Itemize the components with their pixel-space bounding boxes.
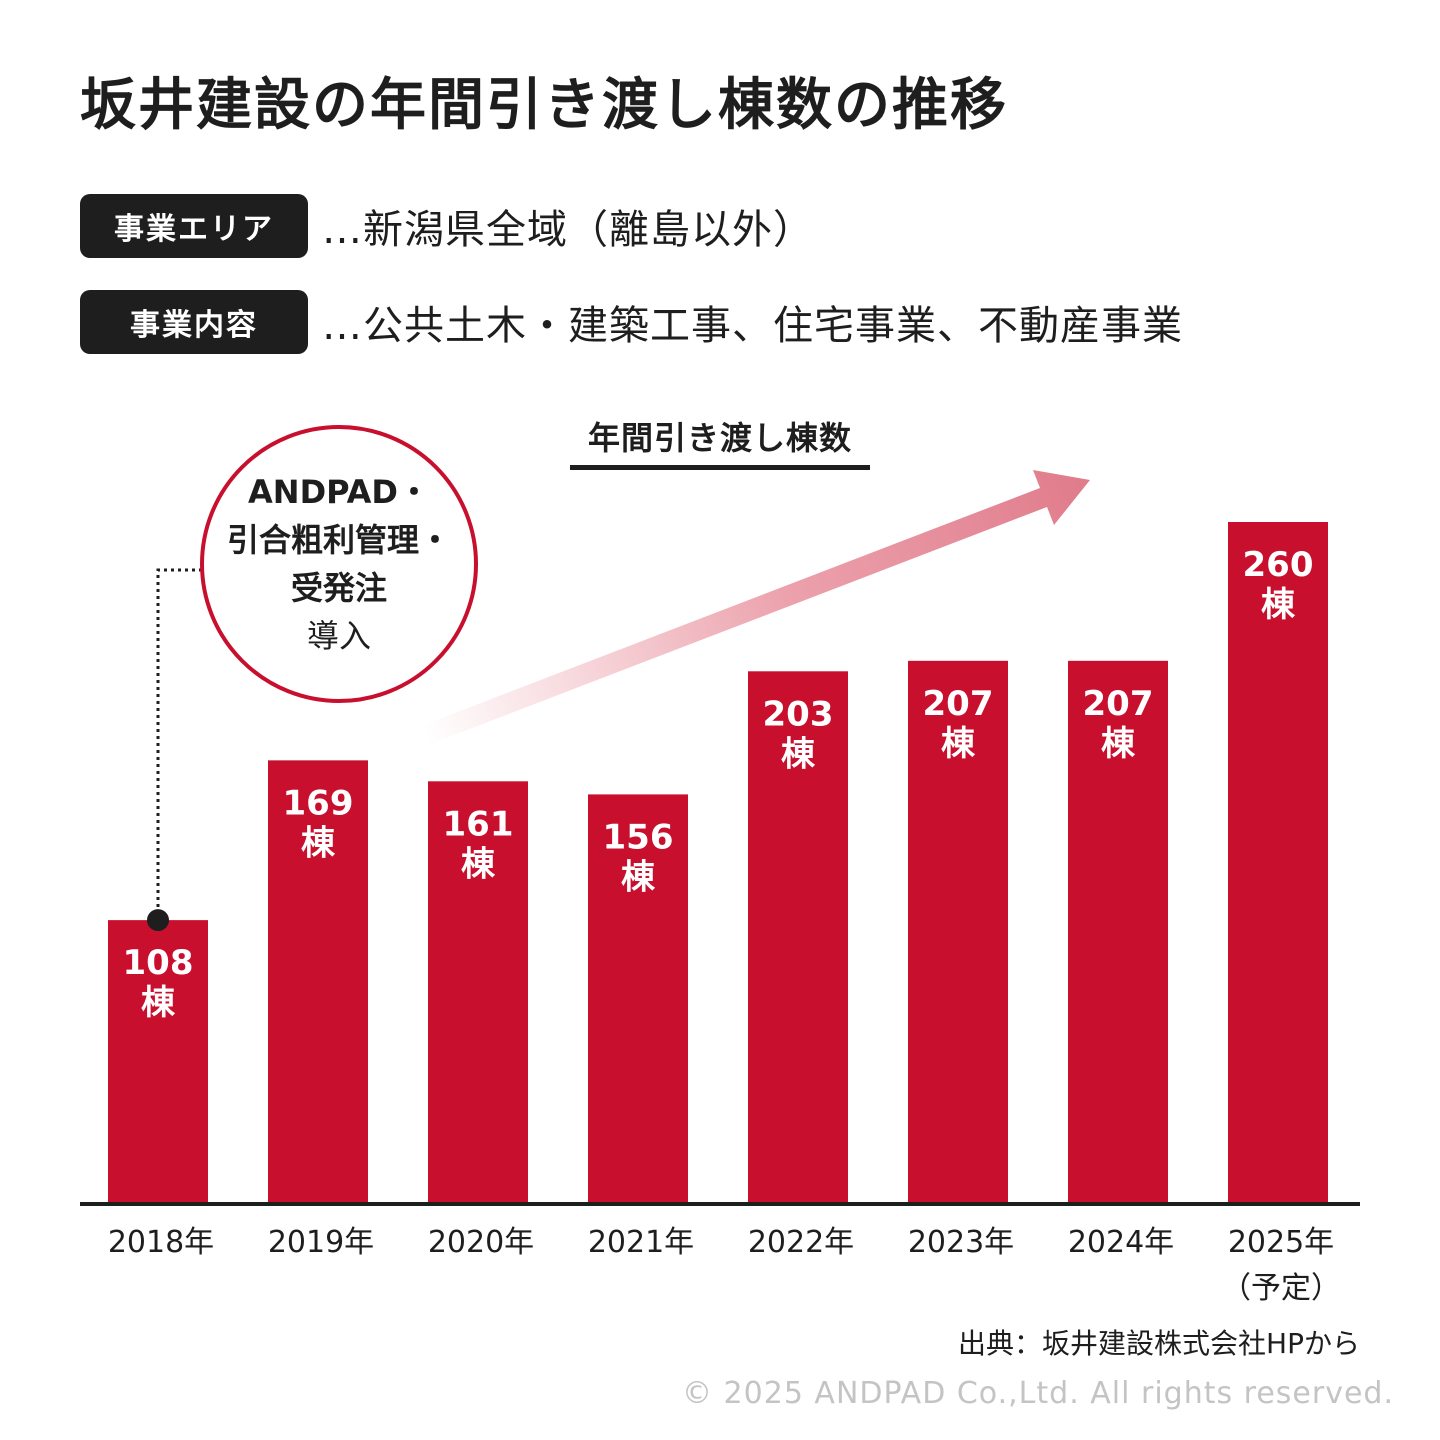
callout-line-4: 導入 [306, 617, 371, 655]
info-row-area: 事業エリア …新潟県全域（離島以外） [80, 194, 814, 258]
bar-unit-label-0: 棟 [141, 983, 176, 1023]
x-tick-label-4: 2022年 [748, 1225, 854, 1260]
info-tag-area: 事業エリア [80, 194, 308, 258]
trend-arrow [421, 470, 1090, 745]
bar-unit-label-7: 棟 [1261, 585, 1296, 625]
copyright: © 2025 ANDPAD Co.,Ltd. All rights reserv… [682, 1376, 1394, 1411]
bar-unit-label-3: 棟 [621, 857, 656, 897]
x-tick-label-2: 2020年 [428, 1225, 534, 1260]
x-tick-label-0: 2018年 [108, 1225, 214, 1260]
callout-line-1: ANDPAD・ [248, 473, 430, 511]
bar-unit-label-1: 棟 [301, 823, 336, 863]
bar-value-label-5: 207 [923, 684, 994, 724]
bar-value-label-0: 108 [123, 943, 194, 983]
chart-title: 年間引き渡し棟数 [570, 414, 870, 470]
page-title: 坂井建設の年間引き渡し棟数の推移 [80, 73, 1008, 138]
bar-0 [108, 920, 208, 1203]
bar-5 [908, 660, 1008, 1203]
bar-unit-label-2: 棟 [461, 844, 496, 884]
x-tick-label-1: 2019年 [268, 1225, 374, 1260]
bar-value-label-1: 169 [283, 783, 354, 823]
bar-4 [748, 671, 848, 1203]
bar-value-label-7: 260 [1243, 545, 1314, 585]
x-tick-note-7: （予定） [1221, 1271, 1341, 1306]
info-tag-business: 事業内容 [80, 290, 308, 354]
callout-line-3: 受発注 [290, 569, 387, 607]
x-tick-label-3: 2021年 [588, 1225, 694, 1260]
bar-value-label-6: 207 [1083, 684, 1154, 724]
bar-unit-label-6: 棟 [1101, 724, 1136, 764]
bar-unit-label-5: 棟 [941, 724, 976, 764]
bar-2 [428, 781, 528, 1203]
source-note: 出典：坂井建設株式会社HPから [958, 1327, 1360, 1360]
x-tick-label-6: 2024年 [1068, 1225, 1174, 1260]
bar-value-label-3: 156 [603, 817, 674, 857]
bar-6 [1068, 660, 1168, 1203]
info-row-business: 事業内容 …公共土木・建築工事、住宅事業、不動産事業 [80, 290, 1183, 354]
bar-7 [1228, 522, 1328, 1203]
info-text-business: …公共土木・建築工事、住宅事業、不動産事業 [322, 303, 1183, 349]
bar-1 [268, 760, 368, 1203]
bar-value-label-2: 161 [443, 804, 514, 844]
x-tick-label-7: 2025年 [1228, 1225, 1334, 1260]
bar-unit-label-4: 棟 [781, 734, 816, 774]
callout-connector [156, 568, 202, 921]
info-text-area: …新潟県全域（離島以外） [322, 207, 814, 253]
callout-anchor-dot [147, 909, 169, 932]
bar-3 [588, 794, 688, 1203]
callout-line-2: 引合粗利管理・ [226, 521, 451, 559]
x-tick-label-5: 2023年 [908, 1225, 1014, 1260]
callout-bubble: ANDPAD・ 引合粗利管理・ 受発注 導入 [200, 425, 478, 703]
bar-value-label-4: 203 [763, 694, 834, 734]
